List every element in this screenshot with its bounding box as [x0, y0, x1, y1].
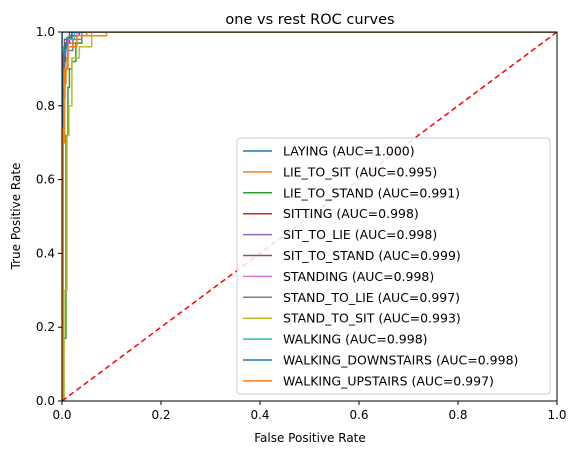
x-tick-label: 0.2: [151, 408, 170, 422]
legend-label: SIT_TO_STAND (AUC=0.999): [283, 248, 461, 263]
legend: LAYING (AUC=1.000) LIE_TO_SIT (AUC=0.995)…: [236, 137, 551, 395]
legend-label: LIE_TO_SIT (AUC=0.995): [283, 164, 437, 179]
legend-label: SIT_TO_LIE (AUC=0.998): [283, 227, 437, 242]
x-axis: 0.0 0.2 0.4 0.6 0.8 1.0: [52, 401, 567, 422]
y-tick-label: 1.0: [36, 25, 55, 39]
y-tick-label: 0.6: [36, 173, 55, 187]
legend-label: STAND_TO_SIT (AUC=0.993): [283, 311, 461, 326]
y-axis-label: True Positive Rate: [9, 163, 23, 271]
y-axis: 0.0 0.2 0.4 0.6 0.8 1.0: [36, 25, 62, 408]
x-tick-label: 0.4: [250, 408, 269, 422]
y-tick-label: 0.0: [36, 394, 55, 408]
legend-label: WALKING_DOWNSTAIRS (AUC=0.998): [283, 353, 518, 368]
legend-label: LIE_TO_STAND (AUC=0.991): [283, 185, 460, 200]
x-tick-label: 0.0: [52, 408, 71, 422]
roc-curve-series-2: [62, 32, 557, 401]
legend-label: LAYING (AUC=1.000): [283, 144, 415, 159]
plot-frame: [61, 31, 558, 402]
legend-label: WALKING (AUC=0.998): [283, 332, 428, 347]
x-tick-label: 0.6: [349, 408, 368, 422]
legend-frame: [236, 137, 551, 395]
legend-label: SITTING (AUC=0.998): [283, 206, 419, 221]
y-tick-label: 0.2: [36, 320, 55, 334]
legend-label: STANDING (AUC=0.998): [283, 269, 434, 284]
legend-label: STAND_TO_LIE (AUC=0.997): [283, 290, 460, 305]
roc-curve-series-8: [62, 32, 557, 401]
y-tick-label: 0.4: [36, 246, 55, 260]
x-axis-label: False Positive Rate: [254, 431, 366, 445]
x-tick-label: 1.0: [547, 408, 566, 422]
x-tick-label: 0.8: [448, 408, 467, 422]
chart-title: one vs rest ROC curves: [225, 12, 394, 28]
legend-label: WALKING_UPSTAIRS (AUC=0.997): [283, 373, 494, 388]
y-tick-label: 0.8: [36, 99, 55, 113]
